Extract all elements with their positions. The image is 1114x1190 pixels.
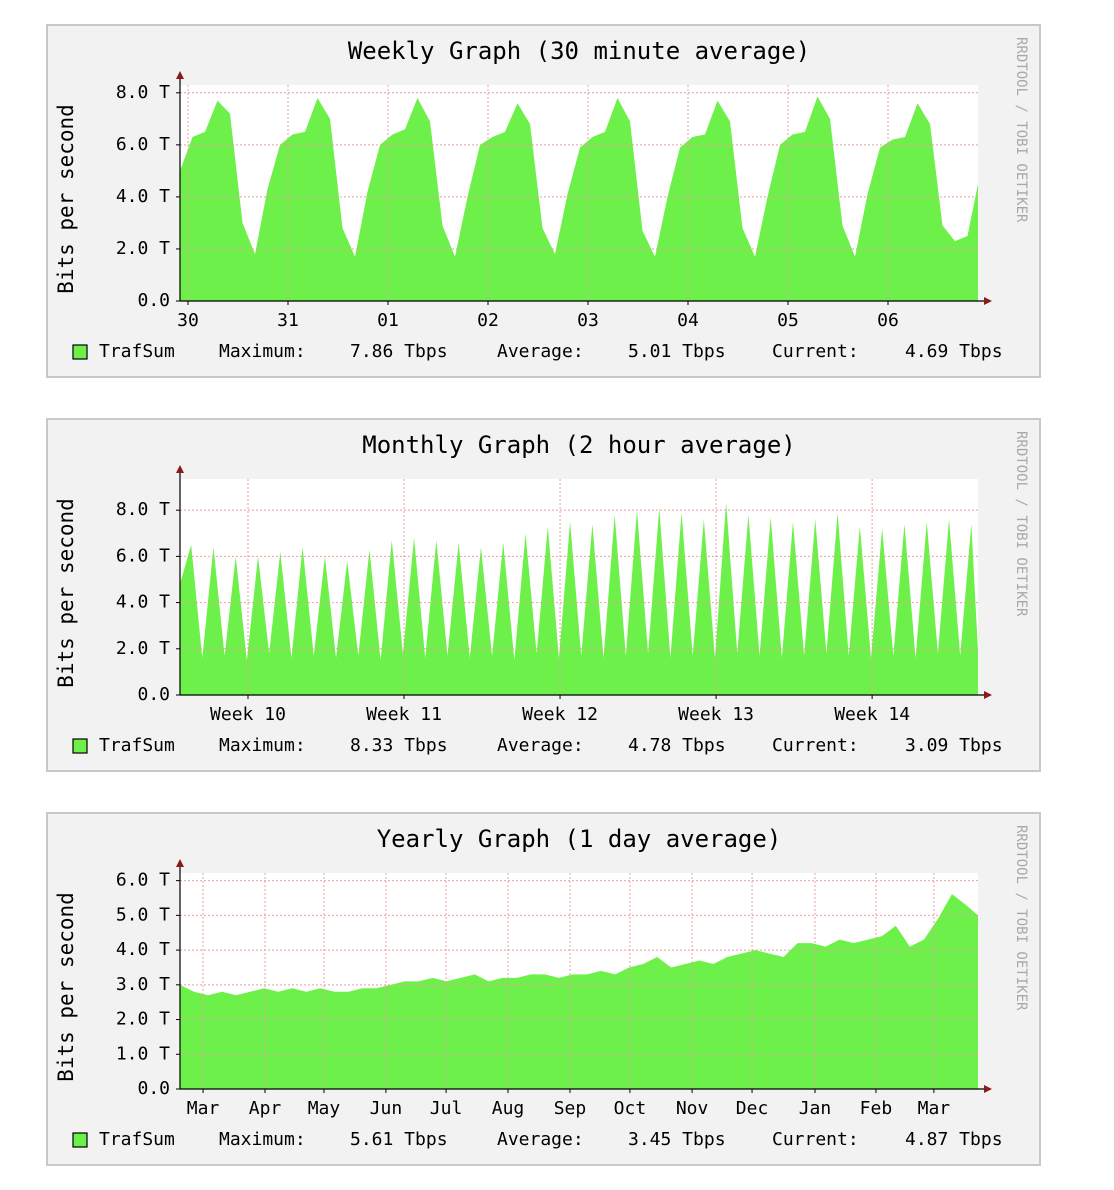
x-axis-arrow [984,297,992,305]
y-tick-label: 0.0 [137,290,170,311]
legend-stat-label: Current: [772,341,859,362]
x-tick-label: 05 [777,310,799,331]
graph-panel: Weekly Graph (30 minute average) Bits per… [46,24,1041,378]
y-tick-label: 5.0 T [116,904,170,925]
y-tick-label: 3.0 T [116,974,170,995]
traffic-area [180,502,978,695]
x-axis-arrow [984,691,992,699]
x-tick-label: Feb [860,1098,893,1119]
graph-panel: Yearly Graph (1 day average) Bits per sec… [46,812,1041,1166]
legend-stat-label: Average: [497,341,584,362]
legend-stat-value: 8.33 Tbps [350,735,448,756]
x-tick-label: May [308,1098,341,1119]
y-tick-label: 0.0 [137,1078,170,1099]
x-tick-label: 04 [677,310,699,331]
x-tick-label: 02 [477,310,499,331]
watermark: RRDTOOL / TOBI OETIKER [1013,431,1029,617]
legend-swatch [72,1132,88,1148]
graph-title: Weekly Graph (30 minute average) [348,37,810,65]
x-tick-label: Week 14 [834,704,910,725]
x-tick-label: Jun [370,1098,403,1119]
y-tick-label: 4.0 T [116,939,170,960]
x-tick-label: Nov [676,1098,709,1119]
y-tick-label: 2.0 T [116,638,170,659]
legend-stat-label: Maximum: [219,735,306,756]
x-tick-label: Week 11 [366,704,442,725]
y-axis-label: Bits per second [54,498,78,688]
x-tick-label: 03 [577,310,599,331]
graph-title: Yearly Graph (1 day average) [377,825,782,853]
legend-stat-label: Maximum: [219,1129,306,1150]
graph-panel: Monthly Graph (2 hour average) Bits per s… [46,418,1041,772]
legend-stat-value: 5.01 Tbps [628,341,726,362]
y-axis-label: Bits per second [54,104,78,294]
x-tick-label: Apr [249,1098,282,1119]
x-tick-label: Mar [187,1098,220,1119]
legend-stat-value: 3.45 Tbps [628,1129,726,1150]
x-tick-label: Dec [736,1098,769,1119]
y-tick-label: 1.0 T [116,1043,170,1064]
legend-stat-label: Maximum: [219,341,306,362]
y-axis-arrow [176,465,184,473]
watermark: RRDTOOL / TOBI OETIKER [1013,37,1029,223]
legend-stat-value: 4.78 Tbps [628,735,726,756]
y-tick-label: 6.0 T [116,870,170,891]
x-tick-label: Jul [430,1098,463,1119]
y-tick-label: 6.0 T [116,134,170,155]
legend-entry: TrafSum [99,341,175,362]
y-tick-label: 2.0 T [116,1009,170,1030]
x-axis-arrow [984,1085,992,1093]
legend-stat-label: Current: [772,1129,859,1150]
x-tick-label: Mar [918,1098,951,1119]
x-tick-label: Aug [492,1098,525,1119]
x-tick-label: Week 10 [210,704,286,725]
watermark: RRDTOOL / TOBI OETIKER [1013,825,1029,1011]
y-axis-arrow [176,71,184,79]
x-tick-label: Oct [614,1098,647,1119]
legend-stat-value: 3.09 Tbps [905,735,1003,756]
y-tick-label: 0.0 [137,684,170,705]
x-tick-label: 30 [177,310,199,331]
x-tick-label: 31 [277,310,299,331]
legend-stat-value: 5.61 Tbps [350,1129,448,1150]
legend-entry: TrafSum [99,1129,175,1150]
x-tick-label: Jan [799,1098,832,1119]
y-axis-arrow [176,859,184,867]
legend-swatch [72,344,88,360]
x-tick-label: 06 [877,310,899,331]
x-tick-label: Week 13 [678,704,754,725]
legend-stat-label: Average: [497,1129,584,1150]
traffic-area [180,96,978,302]
y-tick-label: 6.0 T [116,545,170,566]
y-axis-label: Bits per second [54,892,78,1082]
legend-entry: TrafSum [99,735,175,756]
legend-stat-label: Average: [497,735,584,756]
x-tick-label: Week 12 [522,704,598,725]
legend-stat-value: 4.87 Tbps [905,1129,1003,1150]
legend-stat-value: 7.86 Tbps [350,341,448,362]
legend-stat-value: 4.69 Tbps [905,341,1003,362]
legend-swatch [72,738,88,754]
traffic-area [180,894,978,1089]
y-tick-label: 4.0 T [116,186,170,207]
legend-stat-label: Current: [772,735,859,756]
graph-title: Monthly Graph (2 hour average) [362,431,795,459]
y-tick-label: 4.0 T [116,592,170,613]
x-tick-label: Sep [554,1098,587,1119]
x-tick-label: 01 [377,310,399,331]
y-tick-label: 8.0 T [116,499,170,520]
y-tick-label: 8.0 T [116,82,170,103]
y-tick-label: 2.0 T [116,238,170,259]
